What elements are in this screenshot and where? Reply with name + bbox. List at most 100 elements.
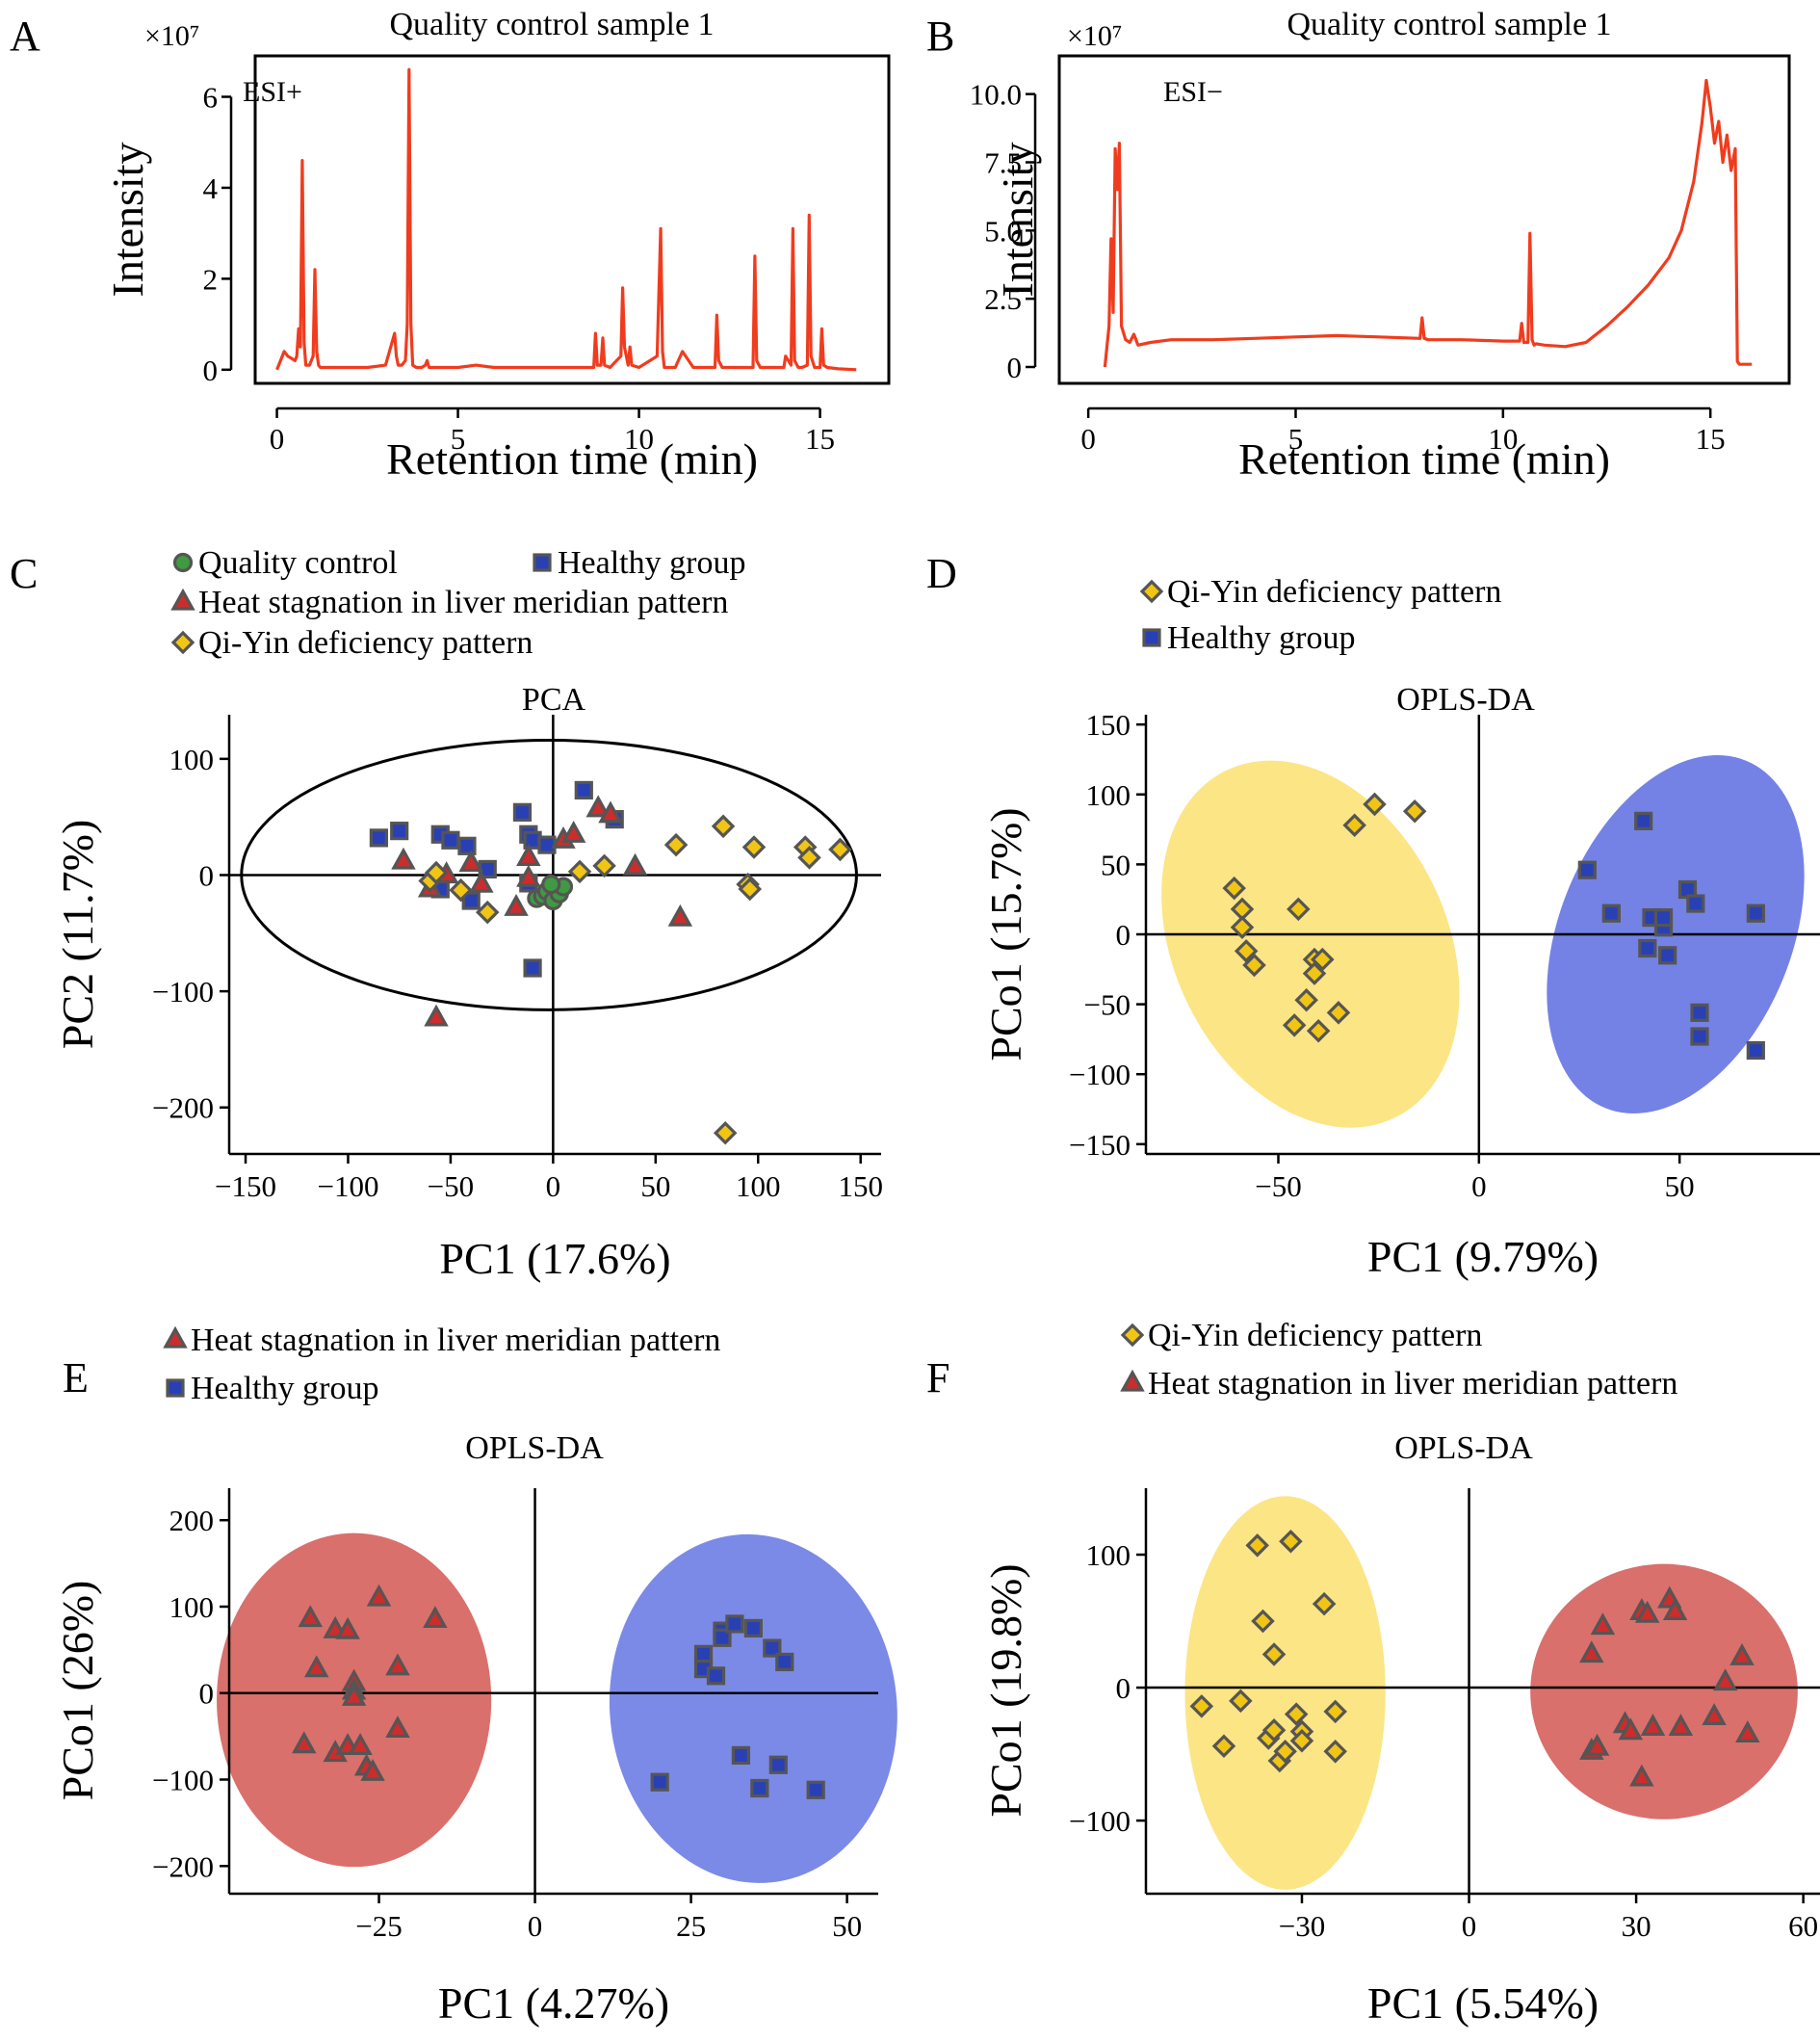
panel-a-x-tick-label: 15 — [805, 422, 835, 456]
panel-f-point-triangle — [1618, 1717, 1644, 1741]
panel-d-group-ellipse-1 — [1161, 760, 1460, 1128]
panel-f-legend-marker — [1120, 1369, 1145, 1392]
panel-c-x-tick-label: 150 — [838, 1169, 883, 1203]
panel-f-point-triangle — [1579, 1640, 1604, 1663]
panel-d-point-diamond — [1402, 799, 1427, 824]
panel-d-point-diamond — [1294, 987, 1318, 1012]
panel-e-point-square — [750, 1778, 769, 1798]
panel-c-y-tick-label: 0 — [199, 858, 215, 892]
panel-c-x-tick-label: −150 — [215, 1169, 276, 1203]
panel-a-title: Quality control sample 1 — [389, 7, 714, 42]
panel-c-point-square — [523, 958, 542, 978]
panel-c-legend-label: Heat stagnation in liver meridian patter… — [198, 585, 728, 620]
panel-e-point-square — [725, 1614, 744, 1634]
panel-e-point-triangle — [423, 1606, 448, 1629]
panel-d-y-tick-label: 50 — [1101, 848, 1131, 881]
panel-e-point-triangle — [385, 1653, 410, 1676]
panel-d-legend-marker — [1139, 579, 1164, 604]
panel-e-x-tick-label: −25 — [355, 1909, 402, 1943]
panel-d-x-tick-label: 50 — [1665, 1169, 1695, 1203]
panel-c-legend-label: Quality control — [198, 545, 398, 581]
panel-c-x-tick-label: −100 — [317, 1169, 378, 1203]
panel-e-point-square — [731, 1745, 751, 1765]
panel-d-legend-marker — [1142, 628, 1161, 647]
panel-e-point-square — [806, 1780, 825, 1799]
panel-c-point-square — [457, 836, 477, 855]
panel-c-legend-marker — [170, 630, 195, 655]
panel-d-title: OPLS-DA — [1396, 682, 1535, 718]
panel-e-x-axis-label: PC1 (4.27%) — [438, 1978, 669, 2028]
panel-b-plot-frame — [1057, 54, 1791, 385]
panel-a-letter: A — [10, 13, 40, 60]
panel-c-point-square — [461, 891, 481, 910]
panel-d-x-axis-label: PC1 (9.79%) — [1367, 1232, 1599, 1281]
panel-e-point-square — [775, 1652, 794, 1672]
panel-f-point-triangle — [1735, 1720, 1760, 1742]
panel-f-x-tick-label: −30 — [1279, 1909, 1325, 1943]
panel-c-point-diamond — [738, 877, 763, 902]
panel-d-point-square — [1690, 1003, 1709, 1022]
panel-d-point-diamond — [1342, 813, 1366, 837]
panel-f-legend-label: Heat stagnation in liver meridian patter… — [1148, 1366, 1677, 1401]
panel-f-point-triangle — [1584, 1733, 1610, 1756]
panel-e-title: OPLS-DA — [465, 1430, 604, 1466]
panel-b-x-tick-label: 0 — [1080, 422, 1096, 456]
panel-b-y-tick-label: 0 — [1007, 351, 1023, 384]
panel-e-point-triangle — [366, 1584, 392, 1607]
panel-e-y-tick-label: −200 — [152, 1849, 214, 1883]
panel-c-point-square — [369, 828, 389, 848]
panel-a-y-tick-label: 2 — [203, 262, 219, 296]
panel-a-plot-frame — [253, 54, 891, 385]
panel-d-y-axis-label: PCo1 (15.7%) — [981, 807, 1030, 1061]
panel-b-x-axis-label: Retention time (min) — [1238, 434, 1610, 484]
panel-a-y-tick-label: 4 — [203, 171, 219, 205]
panel-f-point-triangle — [1590, 1612, 1616, 1636]
panel-f-point-diamond — [1273, 1740, 1297, 1764]
panel-f-y-tick-label: 100 — [1086, 1538, 1131, 1572]
panel-d-point-square — [1686, 894, 1705, 913]
panel-b-mode-label: ESI− — [1163, 76, 1223, 108]
panel-c-y-tick-label: −200 — [152, 1091, 214, 1125]
panel-c-point-triangle — [391, 847, 416, 870]
panel-a-x-tick-label: 10 — [624, 422, 654, 456]
panel-a-mode-label: ESI+ — [243, 76, 302, 108]
panel-c-title: PCA — [522, 682, 586, 718]
panel-c-point-diamond — [797, 846, 821, 870]
panel-e-point-triangle — [292, 1731, 317, 1754]
panel-e-y-axis-label: PCo1 (26%) — [53, 1581, 102, 1801]
panel-d-point-square — [1577, 860, 1597, 879]
panel-f-point-diamond — [1229, 1689, 1253, 1714]
panel-e-point-triangle — [298, 1605, 323, 1628]
panel-e-point-triangle — [385, 1716, 410, 1739]
panel-c-legend-marker — [170, 588, 195, 611]
panel-c-point-triangle — [585, 795, 611, 818]
panel-c-legend-marker — [172, 552, 194, 573]
panel-e-point-triangle — [304, 1655, 329, 1678]
panel-f-point-diamond — [1189, 1694, 1214, 1718]
panel-e-point-triangle — [360, 1759, 385, 1781]
panel-c-point-square — [512, 802, 533, 822]
panel-a-x-axis-label: Retention time (min) — [386, 434, 758, 484]
panel-f-point-triangle — [1712, 1668, 1738, 1691]
panel-d-legend-label: Healthy group — [1167, 620, 1355, 656]
panel-e-point-square — [650, 1772, 669, 1792]
panel-b-y-tick-label: 10.0 — [970, 78, 1022, 112]
panel-d-point-square — [1658, 946, 1677, 965]
panel-b-y-tick-label: 7.5 — [984, 146, 1022, 180]
panel-c-point-diamond — [741, 835, 767, 859]
panel-e-group-ellipse-2 — [609, 1533, 897, 1883]
panel-d-point-diamond — [1287, 897, 1311, 922]
panel-f-point-diamond — [1323, 1699, 1347, 1724]
panel-c-point-diamond — [449, 877, 473, 903]
panel-d-y-tick-label: −150 — [1069, 1128, 1131, 1162]
panel-f-y-tick-label: 0 — [1116, 1671, 1131, 1705]
panel-e-point-square — [693, 1644, 714, 1663]
panel-f-letter: F — [926, 1354, 949, 1401]
panel-f-point-triangle — [1634, 1600, 1660, 1623]
panel-c-point-diamond — [592, 853, 616, 878]
panel-b-chromatogram-line — [1103, 78, 1753, 368]
panel-c-point-diamond — [475, 900, 500, 925]
panel-e-letter: E — [63, 1354, 89, 1401]
panel-c-point-triangle — [504, 893, 529, 916]
panel-d-point-square — [1690, 1027, 1709, 1046]
